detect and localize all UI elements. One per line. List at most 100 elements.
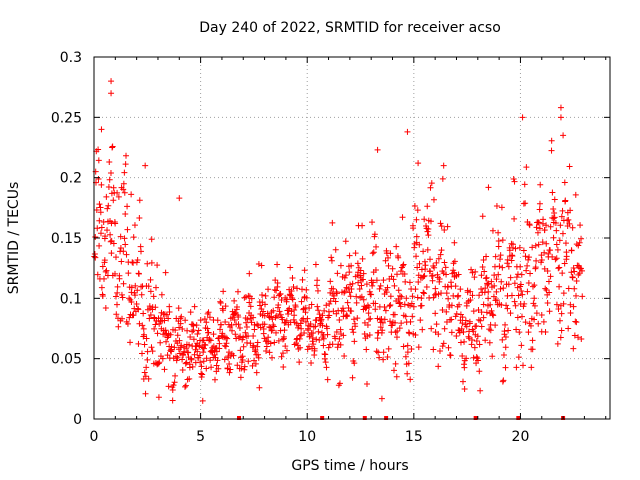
data-point	[400, 343, 407, 350]
data-point	[349, 280, 356, 287]
data-point	[475, 307, 482, 314]
data-point	[402, 313, 409, 320]
data-point	[463, 323, 470, 330]
data-point	[497, 256, 504, 263]
data-point	[557, 334, 564, 341]
data-point	[263, 343, 270, 350]
data-point	[376, 285, 383, 292]
data-point	[327, 289, 334, 296]
data-point	[183, 345, 190, 352]
data-point	[436, 276, 443, 283]
data-point	[187, 309, 194, 316]
data-point	[146, 315, 153, 322]
data-point	[213, 362, 220, 369]
data-point	[516, 244, 523, 251]
data-point	[442, 264, 449, 271]
data-point	[297, 344, 304, 351]
data-point	[522, 319, 529, 326]
data-point	[521, 300, 528, 307]
data-point	[380, 356, 387, 363]
data-point	[234, 288, 241, 295]
data-point	[248, 319, 255, 326]
data-point	[159, 355, 166, 362]
data-point	[402, 353, 409, 360]
data-point	[435, 363, 442, 370]
data-point	[508, 257, 515, 264]
data-point	[411, 203, 418, 210]
data-point	[116, 275, 123, 282]
data-point	[266, 349, 273, 356]
data-point	[238, 365, 245, 372]
data-point	[473, 322, 480, 329]
data-point	[350, 316, 357, 323]
data-point	[120, 180, 127, 187]
data-point	[423, 284, 430, 291]
data-point	[195, 327, 202, 334]
data-point	[347, 281, 354, 288]
data-point	[378, 395, 385, 402]
data-point	[251, 357, 258, 364]
data-point	[151, 325, 158, 332]
data-point	[334, 344, 341, 351]
data-point	[98, 224, 105, 231]
data-point	[413, 253, 420, 260]
data-point	[466, 318, 473, 325]
data-point	[288, 308, 295, 315]
data-point	[428, 180, 435, 187]
data-point	[200, 337, 207, 344]
data-point	[186, 375, 193, 382]
data-point	[98, 181, 105, 188]
data-point	[108, 250, 115, 257]
data-point	[507, 274, 514, 281]
data-point	[158, 291, 165, 298]
data-point	[407, 376, 414, 383]
x-tick-label: 5	[196, 429, 205, 445]
data-point	[337, 341, 344, 348]
data-point	[377, 282, 384, 289]
data-point	[578, 235, 585, 242]
data-point	[157, 314, 164, 321]
data-point	[336, 317, 343, 324]
data-point	[112, 254, 119, 261]
data-point	[299, 286, 306, 293]
data-point	[410, 303, 417, 310]
data-point	[148, 259, 155, 266]
data-point	[332, 335, 339, 342]
data-point	[495, 237, 502, 244]
data-point	[211, 376, 218, 383]
data-point	[518, 313, 525, 320]
data-point	[152, 284, 159, 291]
data-point	[131, 222, 138, 229]
data-point	[546, 308, 553, 315]
data-point	[104, 205, 111, 212]
x-tick-label: 0	[90, 429, 99, 445]
data-point	[366, 332, 373, 339]
y-tick-label: 0.05	[51, 352, 82, 368]
data-point	[387, 293, 394, 300]
data-point	[569, 224, 576, 231]
data-point	[475, 357, 482, 364]
data-point	[571, 268, 578, 275]
data-point	[556, 237, 563, 244]
data-point	[483, 309, 490, 316]
data-point	[179, 367, 186, 374]
data-point	[93, 207, 100, 214]
y-tick-label: 0.15	[51, 231, 82, 247]
data-point	[544, 299, 551, 306]
gap-marker	[516, 416, 521, 420]
data-point	[244, 316, 251, 323]
data-point	[285, 311, 292, 318]
data-point	[488, 278, 495, 285]
data-point	[257, 302, 264, 309]
data-point	[105, 202, 112, 209]
data-point	[438, 290, 445, 297]
data-point	[373, 277, 380, 284]
data-point	[427, 268, 434, 275]
data-point	[502, 344, 509, 351]
data-point	[336, 335, 343, 342]
data-point	[114, 189, 121, 196]
data-point	[520, 362, 527, 369]
data-point	[176, 337, 183, 344]
data-point	[471, 274, 478, 281]
data-point	[366, 288, 373, 295]
